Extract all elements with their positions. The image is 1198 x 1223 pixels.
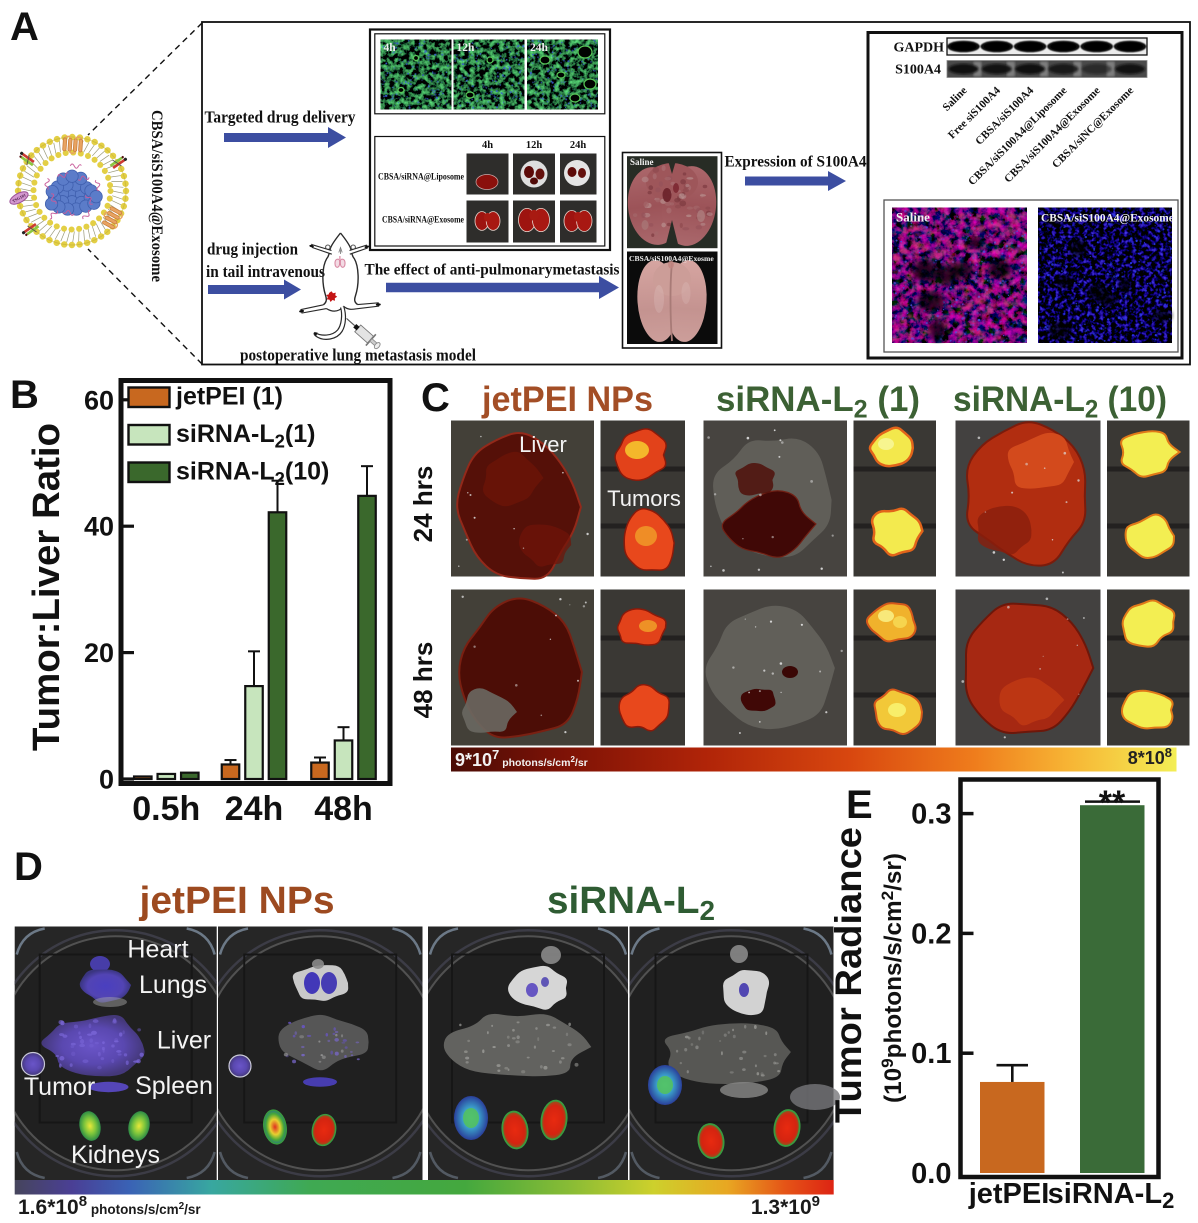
svg-text:D: D — [14, 845, 43, 889]
svg-text:CBSA/siS100A4: CBSA/siS100A4 — [973, 84, 1036, 147]
svg-text:24h: 24h — [530, 42, 549, 54]
svg-text:jetPEI NPs: jetPEI NPs — [138, 880, 334, 922]
svg-text:0: 0 — [99, 765, 114, 795]
svg-text:Tumor:Liver Ratio: Tumor:Liver Ratio — [26, 423, 68, 751]
svg-text:0.1: 0.1 — [911, 1038, 951, 1070]
svg-text:The effect of anti-pulmonaryme: The effect of anti-pulmonarymetastasis — [365, 262, 620, 279]
svg-text:Tumors: Tumors — [607, 486, 681, 511]
svg-text:Lungs: Lungs — [139, 971, 207, 999]
svg-text:48 hrs: 48 hrs — [408, 642, 438, 719]
svg-text:24h: 24h — [570, 140, 587, 151]
svg-text:A: A — [10, 5, 39, 49]
svg-text:Expression of S100A4: Expression of S100A4 — [725, 154, 867, 171]
svg-text:Spleen: Spleen — [135, 1072, 213, 1100]
svg-text:CBSA/siS100A4@Exosome: CBSA/siS100A4@Exosome — [1041, 213, 1174, 225]
svg-text:Kidneys: Kidneys — [71, 1141, 160, 1169]
svg-text:0.5h: 0.5h — [132, 790, 200, 828]
svg-text:Tumor: Tumor — [24, 1073, 95, 1101]
svg-text:0.2: 0.2 — [911, 918, 951, 950]
svg-text:4h: 4h — [384, 42, 397, 54]
svg-text:Saline: Saline — [896, 210, 930, 225]
svg-text:Saline: Saline — [630, 157, 654, 167]
svg-text:Liver: Liver — [157, 1027, 211, 1055]
svg-text:siRNA-L2: siRNA-L2 — [547, 880, 715, 926]
svg-text:S100A4: S100A4 — [895, 63, 941, 78]
svg-text:Tumor Radiance: Tumor Radiance — [828, 827, 869, 1123]
svg-text:0.0: 0.0 — [911, 1158, 951, 1190]
svg-text:12h: 12h — [526, 140, 543, 151]
svg-text:siRNA-L2 (1): siRNA-L2 (1) — [716, 380, 920, 423]
svg-text:E: E — [846, 783, 873, 827]
svg-text:jetPEI: jetPEI — [968, 1178, 1050, 1210]
svg-text:drug injection: drug injection — [207, 240, 298, 259]
svg-text:CBSA/siRNA@Exosome: CBSA/siRNA@Exosome — [382, 216, 464, 226]
svg-text:**: ** — [1099, 784, 1126, 822]
svg-text:siRNA-L2(1): siRNA-L2(1) — [176, 420, 315, 452]
svg-text:1.6*108 photons/s/cm2/sr: 1.6*108 photons/s/cm2/sr — [18, 1193, 201, 1219]
svg-text:8*108: 8*108 — [1128, 745, 1172, 768]
svg-text:postoperative lung metastasis: postoperative lung metastasis model — [240, 346, 476, 365]
svg-text:GAPDH: GAPDH — [893, 41, 944, 56]
svg-text:C: C — [421, 376, 450, 420]
svg-text:40: 40 — [84, 512, 114, 542]
svg-text:CBSA/siS100A4@Exosme: CBSA/siS100A4@Exosme — [629, 254, 714, 263]
svg-text:Saline: Saline — [940, 85, 969, 114]
svg-text:(109photons/s/cm2/sr): (109photons/s/cm2/sr) — [878, 853, 907, 1103]
svg-text:20: 20 — [84, 638, 114, 668]
svg-text:CBSA/siS100A4@Exosome: CBSA/siS100A4@Exosome — [148, 110, 165, 282]
svg-text:B: B — [10, 373, 39, 417]
svg-text:siRNA-L2 (10): siRNA-L2 (10) — [953, 380, 1167, 423]
svg-text:24 hrs: 24 hrs — [408, 466, 438, 543]
svg-text:1.3*109: 1.3*109 — [751, 1193, 820, 1219]
svg-text:Liver: Liver — [519, 432, 567, 457]
svg-text:siRNA-L2(10): siRNA-L2(10) — [176, 458, 329, 490]
svg-text:jetPEI NPs: jetPEI NPs — [481, 380, 653, 419]
svg-text:48h: 48h — [314, 790, 373, 828]
svg-text:12h: 12h — [457, 42, 476, 54]
svg-text:jetPEI (1): jetPEI (1) — [175, 383, 283, 411]
svg-text:24h: 24h — [225, 790, 284, 828]
svg-text:60: 60 — [84, 385, 114, 415]
svg-text:CBSA/siRNA@Liposome: CBSA/siRNA@Liposome — [378, 173, 464, 183]
svg-text:siRNA-L2: siRNA-L2 — [1048, 1178, 1175, 1213]
svg-text:0.3: 0.3 — [911, 799, 951, 831]
svg-text:4h: 4h — [482, 140, 493, 151]
svg-text:TSG101: TSG101 — [11, 192, 26, 203]
svg-text:in tail intravenous: in tail intravenous — [206, 262, 325, 281]
svg-text:Heart: Heart — [127, 936, 188, 964]
svg-text:Targeted drug delivery: Targeted drug delivery — [205, 108, 356, 127]
